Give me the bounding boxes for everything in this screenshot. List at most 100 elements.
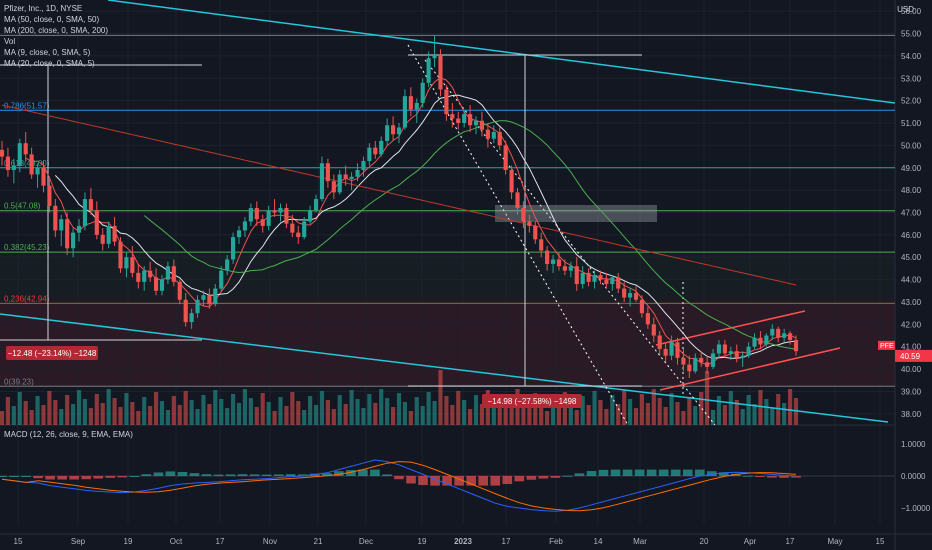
volume-bar <box>592 391 597 425</box>
measure-text-2: −14.98 (−27.58%) −1498 <box>488 397 577 406</box>
volume-bar <box>456 391 461 425</box>
macd-histogram-bar <box>670 469 681 476</box>
volume-bar <box>296 401 301 425</box>
upper-trendline <box>107 0 896 104</box>
price-tick-label: 38.00 <box>901 410 922 419</box>
volume-bar <box>361 408 366 425</box>
volume-bar <box>568 401 573 425</box>
volume-bar <box>189 400 194 425</box>
ma-200-label[interactable]: MA (200, close, 0, SMA, 200) <box>4 26 109 35</box>
candle-body <box>136 272 141 282</box>
candle-body <box>142 270 147 282</box>
macd-histogram-bar <box>490 476 501 486</box>
candle-body <box>716 344 722 354</box>
candle-body <box>586 272 591 282</box>
volume-bar <box>302 410 307 425</box>
volume-bar <box>331 409 336 425</box>
price-tick-label: 46.00 <box>901 231 922 240</box>
volume-bar <box>106 389 111 425</box>
volume-bar <box>124 393 129 425</box>
volume-bar <box>284 406 289 425</box>
volume-bar <box>290 392 295 425</box>
volume-bar <box>225 408 230 425</box>
candle-body <box>213 288 218 305</box>
volume-bar <box>207 404 212 425</box>
macd-label[interactable]: MACD (12, 26, close, 9, EMA, EMA) <box>4 430 133 439</box>
time-tick-label: 14 <box>594 537 603 546</box>
candle-body <box>651 324 656 336</box>
candle-body <box>426 58 431 83</box>
macd-histogram-bar <box>21 476 31 477</box>
candle-body <box>722 344 727 354</box>
volume-bar <box>788 389 793 425</box>
candle-body <box>533 225 538 240</box>
candle-body <box>183 299 188 323</box>
time-tick-label: 17 <box>786 537 795 546</box>
volume-bar <box>734 400 739 425</box>
macd-histogram-bar <box>550 476 561 478</box>
macd-histogram-bar <box>334 471 344 476</box>
volume-bar <box>604 409 609 425</box>
time-tick-label: Dec <box>359 537 373 546</box>
macd-histogram-bar <box>201 474 212 476</box>
volume-bar <box>130 402 135 425</box>
volume-bar <box>420 406 425 425</box>
macd-histogram-bar <box>33 476 43 479</box>
macd-signal-line <box>1 461 797 512</box>
candle-body <box>159 279 165 291</box>
candle-body <box>35 167 40 175</box>
macd-line <box>1 459 797 512</box>
candle-body <box>76 225 82 233</box>
macd-histogram-bar <box>791 476 801 478</box>
candle-body <box>0 149 5 157</box>
candle-body <box>758 337 763 345</box>
candle-body <box>385 125 390 141</box>
candle-body <box>462 114 467 124</box>
symbol-badge-text: PFE <box>880 343 894 350</box>
fib-zone-red <box>0 303 895 387</box>
candle-body <box>468 114 473 126</box>
volume-bar <box>159 401 165 425</box>
ma-20-label[interactable]: MA (20, close, 0, SMA, 5) <box>4 59 95 68</box>
candle-body <box>17 143 22 166</box>
volume-bar <box>669 393 674 425</box>
volume-bar <box>118 407 123 425</box>
candle-body <box>479 120 485 130</box>
time-tick-label: 15 <box>14 537 23 546</box>
ma-50-label[interactable]: MA (50, close, 0, SMA, 50) <box>4 15 100 24</box>
candle-body <box>367 147 372 162</box>
price-tick-label: 44.00 <box>901 276 922 285</box>
time-tick-label: Apr <box>744 537 757 546</box>
macd-histogram-bar <box>646 469 657 476</box>
candle-body <box>509 170 514 193</box>
macd-histogram-bar <box>562 475 573 477</box>
volume-bar <box>681 411 686 425</box>
price-tick-label: 49.00 <box>901 164 922 173</box>
candle-body <box>545 250 550 264</box>
candle-body <box>82 199 88 226</box>
fib-level-label: 0.618(49.00) <box>4 159 50 168</box>
candle-body <box>432 55 437 59</box>
volume-bar <box>53 400 58 425</box>
candle-body <box>11 165 16 170</box>
price-tick-label: 50.00 <box>901 141 922 150</box>
macd-histogram-bar <box>285 474 296 476</box>
candle-body <box>764 335 769 345</box>
volume-bar <box>752 404 757 425</box>
candle-body <box>669 342 674 356</box>
volume-bar <box>0 411 5 425</box>
macd-histogram-bar <box>442 476 452 486</box>
macd-tick-label: 0.0000 <box>901 472 926 481</box>
volume-bar <box>746 395 751 425</box>
vol-label[interactable]: Vol <box>4 37 16 46</box>
ma-9-label[interactable]: MA (9, close, 0, SMA, 5) <box>4 48 91 57</box>
candle-body <box>296 232 301 238</box>
candle-body <box>71 232 76 249</box>
volume-bar <box>349 390 354 425</box>
macd-histogram-bar <box>598 469 609 476</box>
channel-upper <box>655 310 806 346</box>
volume-bar <box>254 407 259 425</box>
time-tick-label: Feb <box>549 537 563 546</box>
candle-body <box>473 120 479 126</box>
